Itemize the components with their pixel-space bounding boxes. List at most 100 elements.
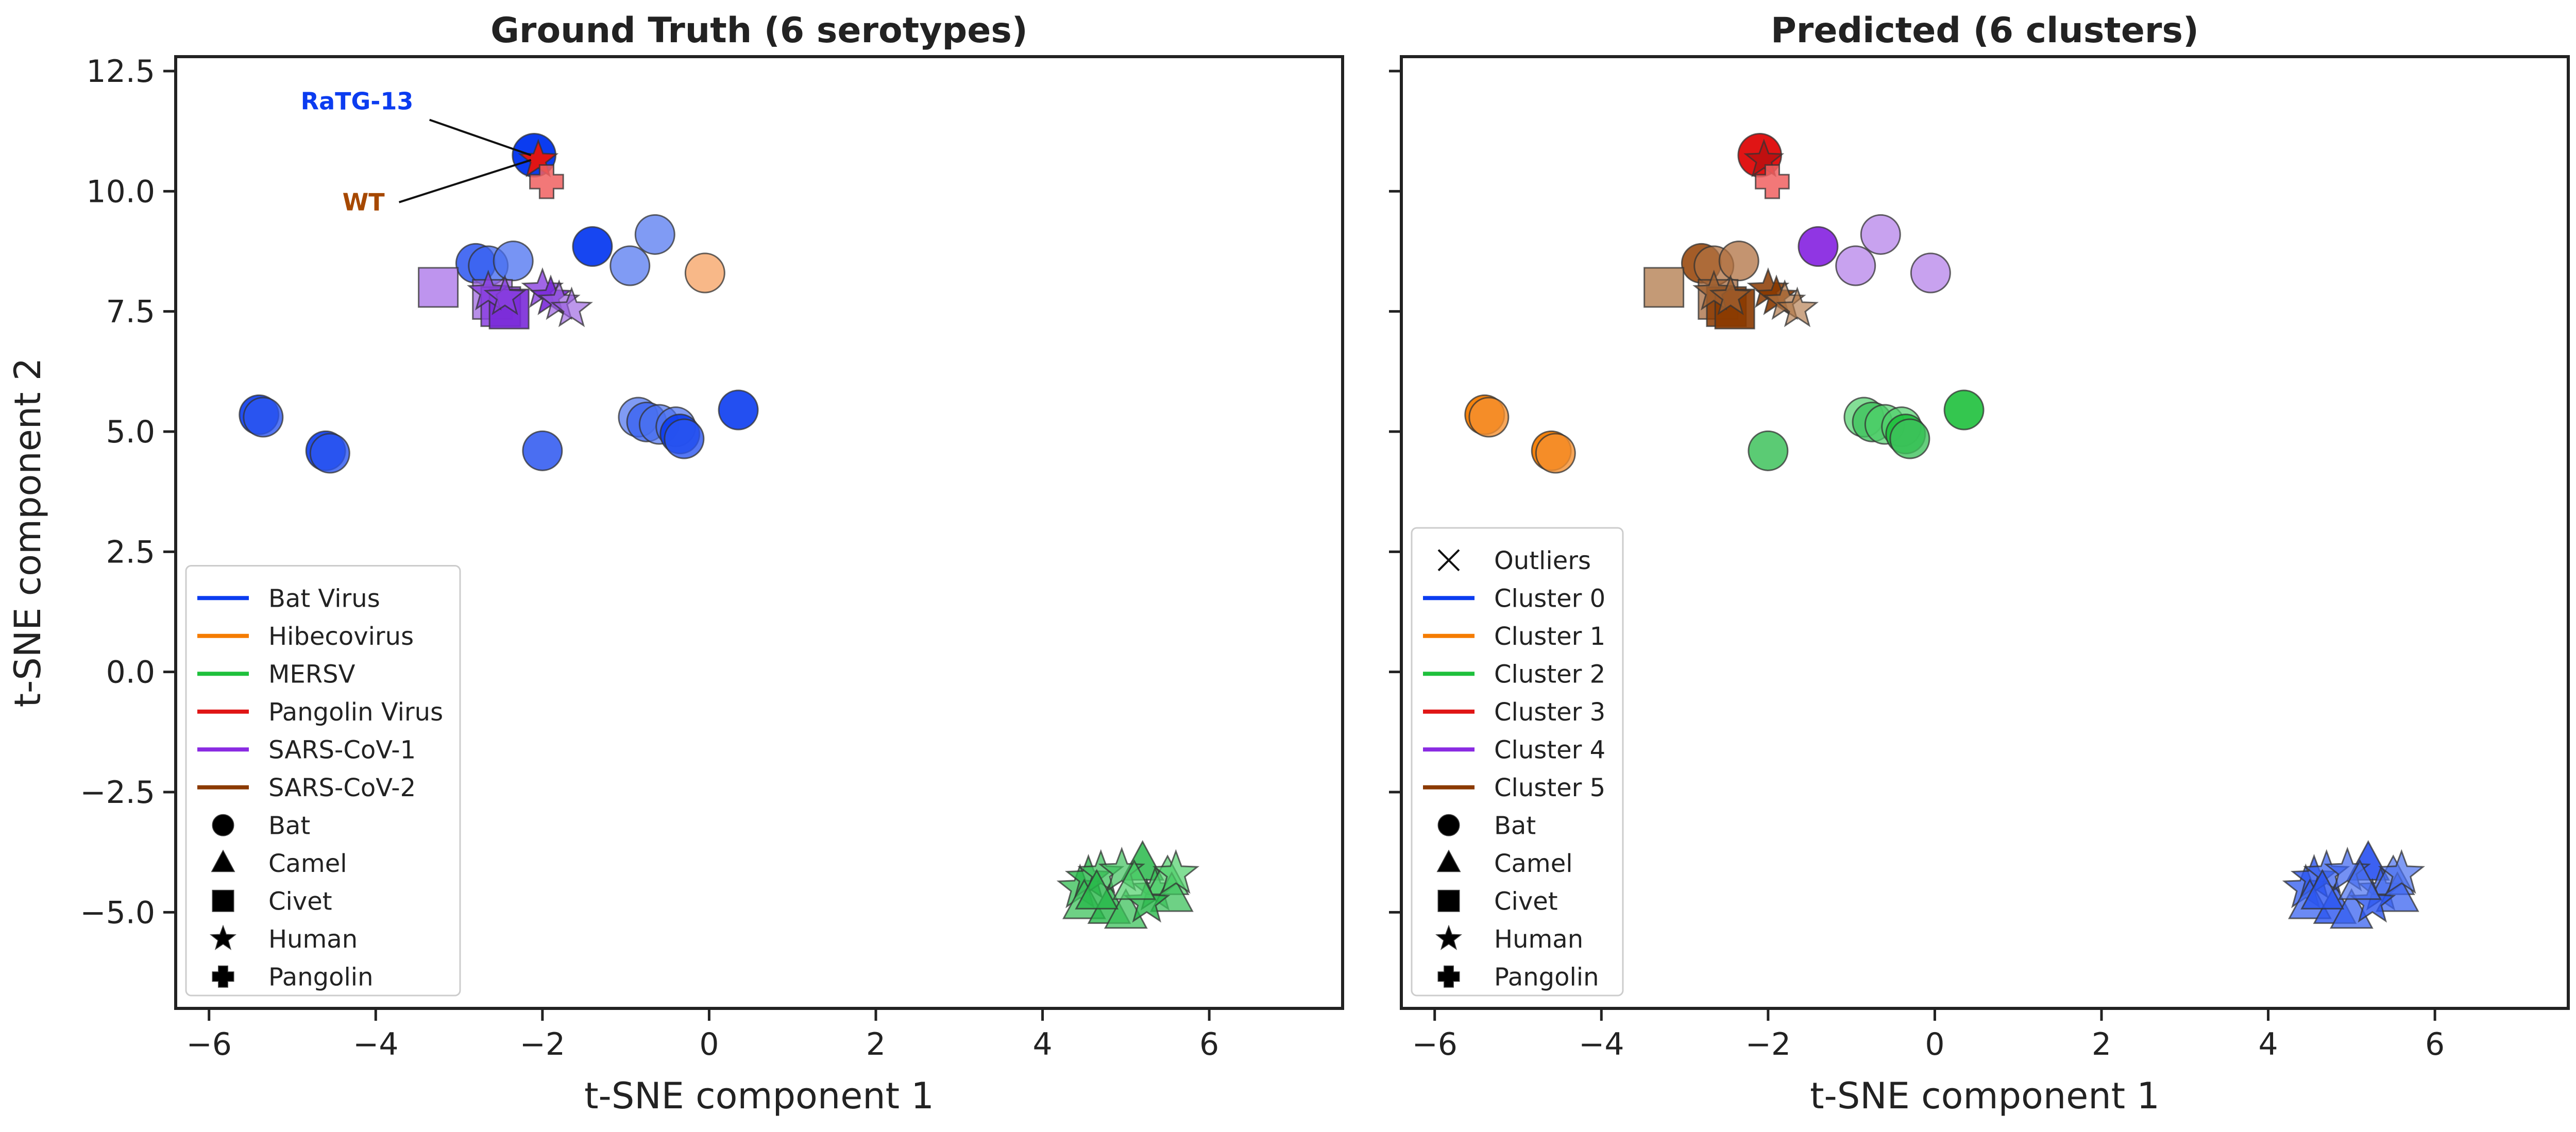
legend-entry-label: Bat <box>1494 811 1536 840</box>
legend-square-icon <box>212 889 234 912</box>
data-point-circle <box>1943 389 1985 431</box>
legend-entry-label: Cluster 3 <box>1494 698 1605 727</box>
legend-star-icon <box>209 924 237 950</box>
legend: Bat Virus Hibecovirus MERSV Pangolin Virus S… <box>185 565 461 997</box>
y-tick-label: 12.5 <box>86 54 155 90</box>
data-point-circle <box>1860 214 1901 255</box>
data-point-square <box>418 267 459 308</box>
plot-frame <box>1400 55 2570 1010</box>
data-point-circle <box>1535 433 1576 474</box>
annotation-label: WT <box>343 188 385 216</box>
x-axis-label: t-SNE component 1 <box>1810 1075 2160 1117</box>
x-tick-label: −4 <box>1579 1026 1624 1062</box>
x-tick-label: 4 <box>1032 1026 1052 1062</box>
data-point-circle <box>522 430 563 471</box>
legend-star-icon <box>1435 924 1463 950</box>
legend-entry-label: Hibecovirus <box>268 622 414 651</box>
legend-entry-label: SARS-CoV-1 <box>268 735 416 764</box>
x-tick-label: −2 <box>520 1026 565 1062</box>
data-point-plus <box>529 164 564 199</box>
x-tick-label: −4 <box>353 1026 398 1062</box>
legend-plus-icon <box>1437 965 1460 988</box>
x-tick-label: 0 <box>699 1026 719 1062</box>
legend-entry-label: Cluster 1 <box>1494 622 1605 651</box>
data-point-circle <box>572 226 613 267</box>
x-tick-label: 6 <box>1199 1026 1219 1062</box>
legend: Outliers Cluster 0 Cluster 1 Cluster 2 Clust… <box>1411 527 1624 997</box>
x-tick-label: 6 <box>2425 1026 2445 1062</box>
legend-circle-icon <box>212 814 234 836</box>
data-point-star <box>483 274 527 315</box>
y-tick-label: −5.0 <box>80 895 155 931</box>
legend-box <box>1411 527 1624 997</box>
x-tick-label: −6 <box>186 1026 231 1062</box>
data-point-triangle <box>2300 869 2345 910</box>
chart-title: Ground Truth (6 serotypes) <box>490 10 1028 51</box>
data-point-square <box>1643 267 1685 308</box>
x-stroke-b <box>1437 549 1460 572</box>
legend-entry-label: Cluster 2 <box>1494 660 1605 689</box>
legend-entry-label: Bat <box>268 811 310 840</box>
data-point-triangle <box>1112 859 1156 900</box>
x-tick-label: 2 <box>866 1026 886 1062</box>
y-tick-label: 5.0 <box>106 414 155 450</box>
data-point-circle <box>1468 397 1510 438</box>
annotation-label: RaTG-13 <box>301 88 414 115</box>
data-point-star <box>1743 139 1785 178</box>
data-point-circle <box>664 418 705 459</box>
data-point-circle <box>684 252 725 294</box>
x-axis-label: t-SNE component 1 <box>584 1075 934 1117</box>
legend-entry-label: Cluster 0 <box>1494 584 1605 613</box>
data-point-circle <box>609 245 651 286</box>
legend-entry-label: Pangolin Virus <box>268 698 443 727</box>
y-tick-label: 10.0 <box>86 174 155 210</box>
annotation-arrow <box>398 159 532 203</box>
data-point-star <box>2324 846 2371 891</box>
ground-truth-panel: Ground Truth (6 serotypes) RaTG-13 WT −6 −4 −… <box>7 10 1344 1117</box>
data-point-star <box>1098 846 1145 891</box>
legend-entry-label: MERSV <box>268 660 355 689</box>
y-tick-label: 0.0 <box>106 655 155 691</box>
data-points <box>1464 133 2426 929</box>
data-point-circle <box>1718 241 1759 282</box>
x-tick-label: −2 <box>1745 1026 1791 1062</box>
legend-entry-label: Pangolin <box>1494 963 1599 991</box>
data-point-circle <box>1889 418 1930 459</box>
legend-entry-label: Human <box>1494 925 1583 954</box>
data-point-star <box>2378 849 2426 894</box>
data-point-circle <box>718 389 759 431</box>
legend-entry-label: Civet <box>1494 887 1558 916</box>
data-point-star <box>1709 274 1752 315</box>
data-point-triangle <box>2338 859 2382 900</box>
data-point-circle <box>1798 226 1839 267</box>
data-point-circle <box>309 433 350 474</box>
data-point-circle <box>1748 430 1789 471</box>
legend-box <box>185 565 461 997</box>
y-tick-label: 7.5 <box>106 294 155 330</box>
outlier-x-icon <box>1437 549 1460 572</box>
legend-entry-label: SARS-CoV-2 <box>268 774 416 802</box>
x-tick-label: 0 <box>1925 1026 1944 1062</box>
legend-plus-icon <box>212 965 234 988</box>
x-tick-label: −6 <box>1412 1026 1457 1062</box>
legend-entry-label: Camel <box>268 849 347 878</box>
x-tick-label: 2 <box>2092 1026 2111 1062</box>
chart-title: Predicted (6 clusters) <box>1771 10 2199 51</box>
data-points <box>239 133 1200 929</box>
legend-circle-icon <box>1437 814 1460 836</box>
annotation-arrow <box>429 118 532 157</box>
legend-entry-label: Cluster 5 <box>1494 774 1605 802</box>
data-point-triangle <box>1075 869 1119 910</box>
data-point-circle <box>634 214 675 255</box>
data-point-star <box>550 286 594 328</box>
legend-entry-label: Bat Virus <box>268 584 380 613</box>
legend-entry-label: Outliers <box>1494 546 1591 575</box>
legend-entry-label: Pangolin <box>268 963 374 991</box>
x-tick-label: 4 <box>2258 1026 2278 1062</box>
legend-entry-label: Camel <box>1494 849 1573 878</box>
predicted-panel: Predicted (6 clusters) −6 −4 −2 0 2 4 6 t-SNE co… <box>1389 10 2570 1117</box>
legend-entry-label: Human <box>268 925 358 954</box>
y-tick-label: 2.5 <box>106 534 155 570</box>
data-point-circle <box>243 397 284 438</box>
